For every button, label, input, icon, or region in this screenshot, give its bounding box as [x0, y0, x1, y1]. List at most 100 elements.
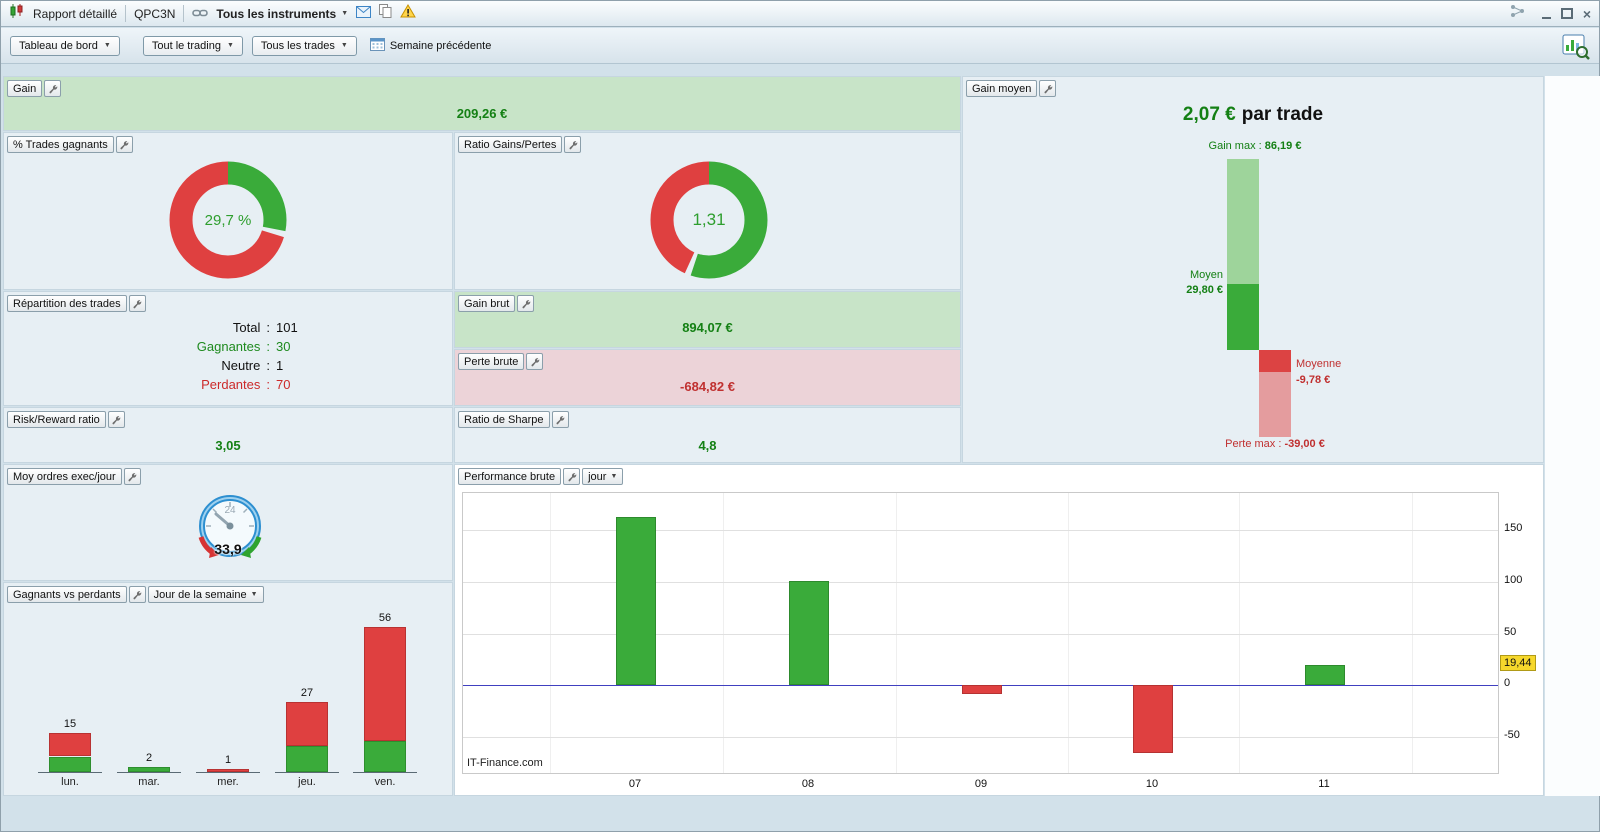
- loss-max-caption: Perte max :: [1225, 438, 1281, 450]
- tab-detailed-report[interactable]: Rapport détaillé: [33, 7, 117, 21]
- list-item: Neutre:1: [138, 356, 318, 375]
- gain-settings-button[interactable]: [44, 80, 61, 97]
- gain-brut-settings-button[interactable]: [517, 295, 534, 312]
- gain-moyen-settings-button[interactable]: [1039, 80, 1056, 97]
- performance-settings-button[interactable]: [563, 468, 580, 485]
- period-selector[interactable]: Semaine précédente: [370, 37, 492, 54]
- caret-down-icon: ▼: [104, 42, 111, 49]
- gain-max-caption: Gain max :: [1209, 140, 1262, 152]
- wrench-icon: [530, 357, 540, 367]
- performance-bar: [1305, 665, 1345, 685]
- copy-icon[interactable]: [379, 4, 392, 23]
- bar-total-label: 56: [360, 612, 410, 624]
- average-win-caption: Moyen: [1063, 268, 1223, 283]
- bar-total-label: 27: [282, 687, 332, 699]
- x-axis-label: 11: [1304, 778, 1344, 790]
- moy-ordres-title-chip[interactable]: Moy ordres exec/jour: [7, 468, 122, 485]
- repartition-settings-button[interactable]: [129, 295, 146, 312]
- x-axis-tick: [117, 772, 181, 773]
- gagnants-perdants-title-chip[interactable]: Gagnants vs perdants: [7, 586, 127, 603]
- weekday-dropdown[interactable]: Jour de la semaine ▼: [148, 586, 264, 603]
- trading-scope-dropdown[interactable]: Tout le trading ▼: [143, 36, 243, 56]
- ratio-title-chip[interactable]: Ratio Gains/Pertes: [458, 136, 562, 153]
- performance-title-chip[interactable]: Performance brute: [458, 468, 561, 485]
- separator: [183, 5, 184, 22]
- panel-gross-gain: Gain brut 894,07 €: [454, 291, 961, 348]
- trading-scope-label: Tout le trading: [152, 40, 221, 52]
- waterfall-bar-segment: [1259, 372, 1291, 437]
- panel-gross-loss: Perte brute -684,82 €: [454, 349, 961, 406]
- panel-winning-trades-pct: % Trades gagnants 29,7 %: [3, 132, 453, 290]
- trades-filter-label: Tous les trades: [261, 40, 335, 52]
- waterfall-bar-segment: [1259, 350, 1291, 372]
- list-item: Gagnantes:30: [138, 337, 318, 356]
- winners-vs-losers-chart: 15lun.2mar.1mer.27jeu.56ven.: [4, 583, 452, 795]
- sharpe-settings-button[interactable]: [552, 411, 569, 428]
- instruments-dropdown-label: Tous les instruments: [216, 7, 336, 21]
- gain-moyen-title-chip[interactable]: Gain moyen: [966, 80, 1037, 97]
- instruments-dropdown[interactable]: Tous les instruments ▼: [216, 7, 348, 21]
- perte-brute-settings-button[interactable]: [526, 353, 543, 370]
- perte-brute-title-chip[interactable]: Perte brute: [458, 353, 524, 370]
- gain-value: 209,26 €: [4, 106, 960, 121]
- wrench-icon: [568, 140, 578, 150]
- sharpe-ratio-value: 4,8: [455, 438, 960, 453]
- y-axis-label: -50: [1504, 729, 1520, 741]
- link-icon[interactable]: [192, 5, 208, 23]
- maximize-button[interactable]: [1561, 8, 1573, 19]
- list-item: Total:101: [138, 318, 318, 337]
- gagnants-perdants-settings-button[interactable]: [129, 586, 146, 603]
- warning-icon[interactable]: [400, 4, 416, 23]
- ratio-settings-button[interactable]: [564, 136, 581, 153]
- x-axis-label: 07: [615, 778, 655, 790]
- performance-bar: [962, 685, 1002, 694]
- period-unit-dropdown[interactable]: jour ▼: [582, 468, 623, 485]
- x-axis-label: 08: [788, 778, 828, 790]
- message-icon[interactable]: [356, 5, 371, 23]
- winning-trades-pct-value: 29,7 %: [168, 160, 288, 280]
- report-options-icon[interactable]: [1562, 32, 1590, 60]
- average-gain-waterfall-chart: [963, 77, 1543, 462]
- dashboard-dropdown[interactable]: Tableau de bord ▼: [10, 36, 120, 56]
- tab-code[interactable]: QPC3N: [134, 7, 175, 21]
- waterfall-bar-segment: [1227, 159, 1259, 284]
- y-axis-label: 150: [1504, 522, 1522, 534]
- panel-winners-vs-losers: Gagnants vs perdants Jour de la semaine …: [3, 582, 453, 796]
- gauge-icon: 24: [191, 491, 269, 574]
- wrench-icon: [132, 590, 142, 600]
- bar-total-label: 15: [45, 718, 95, 730]
- winners-bar-segment: [364, 741, 406, 772]
- gain-title-chip[interactable]: Gain: [7, 80, 42, 97]
- share-icon[interactable]: [1510, 4, 1526, 23]
- gain-loss-ratio-value: 1,31: [649, 160, 769, 280]
- period-unit-label: jour: [588, 471, 606, 483]
- app-candlestick-icon: [9, 3, 25, 24]
- performance-bar: [789, 581, 829, 685]
- losers-bar-segment: [49, 733, 91, 756]
- wrench-icon: [555, 415, 565, 425]
- risk-reward-title-chip[interactable]: Risk/Reward ratio: [7, 411, 106, 428]
- repartition-title-chip[interactable]: Répartition des trades: [7, 295, 127, 312]
- wrench-icon: [132, 299, 142, 309]
- gain-brut-title-chip[interactable]: Gain brut: [458, 295, 515, 312]
- wrench-icon: [48, 84, 58, 94]
- panel-gain-loss-ratio: Ratio Gains/Pertes 1,31: [454, 132, 961, 290]
- moy-ordres-settings-button[interactable]: [124, 468, 141, 485]
- loss-max-value: -39,00 €: [1284, 438, 1324, 450]
- trades-filter-dropdown[interactable]: Tous les trades ▼: [252, 36, 357, 56]
- sharpe-title-chip[interactable]: Ratio de Sharpe: [458, 411, 550, 428]
- pct-trades-settings-button[interactable]: [116, 136, 133, 153]
- performance-bar: [1133, 685, 1173, 753]
- performance-chart-plot: [462, 492, 1499, 774]
- loss-max-label: Perte max : -39,00 €: [1115, 438, 1435, 450]
- weekday-dropdown-label: Jour de la semaine: [154, 589, 247, 601]
- watermark: IT-Finance.com: [467, 757, 543, 769]
- separator: [125, 5, 126, 22]
- pct-trades-title-chip[interactable]: % Trades gagnants: [7, 136, 114, 153]
- losers-bar-segment: [364, 627, 406, 741]
- risk-reward-settings-button[interactable]: [108, 411, 125, 428]
- close-button[interactable]: ×: [1583, 7, 1591, 21]
- trading-report-window: { "titlebar": { "tab_report": "Rapport d…: [0, 0, 1600, 832]
- minimize-button[interactable]: [1542, 17, 1551, 19]
- wrench-icon: [567, 472, 577, 482]
